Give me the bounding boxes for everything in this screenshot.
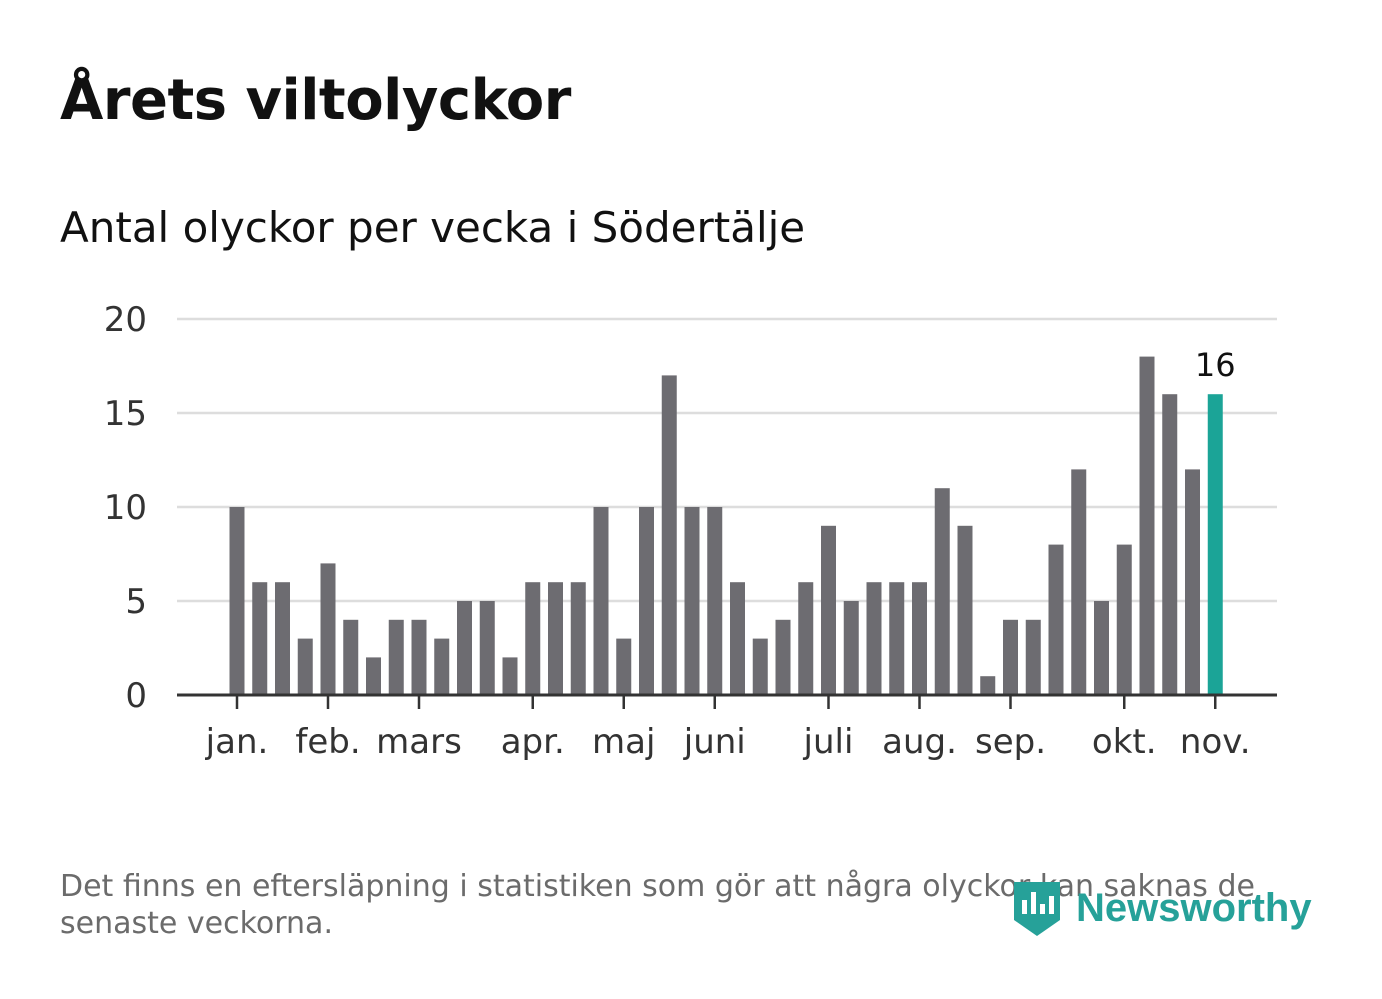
- bar: [980, 676, 996, 695]
- y-tick-label: 10: [104, 488, 147, 528]
- y-tick-label: 20: [104, 300, 147, 340]
- x-tick-label: mars: [376, 722, 462, 762]
- chart-subtitle: Antal olyckor per vecka i Södertälje: [60, 203, 806, 252]
- chart-title: Årets viltolyckor: [60, 68, 571, 133]
- bar: [934, 488, 950, 695]
- x-tick-label: apr.: [501, 722, 565, 762]
- bar: [275, 582, 290, 695]
- bar: [320, 563, 336, 695]
- brand-logo: Newsworthy: [1012, 878, 1312, 938]
- labels: 0 5 10 15 20 jan. feb. mars apr. maj juni juli aug. s…: [104, 300, 1251, 762]
- x-tick-label: nov.: [1180, 722, 1251, 762]
- x-tick-label: maj: [592, 722, 655, 762]
- bar: [502, 657, 518, 695]
- bar: [548, 582, 563, 695]
- bar: [957, 525, 973, 695]
- x-tick-label: feb.: [295, 722, 360, 762]
- bar: [1094, 601, 1109, 695]
- bar: [821, 525, 836, 695]
- bar: [1025, 619, 1041, 695]
- bar: [1185, 469, 1200, 695]
- bar: [479, 601, 495, 695]
- bar-highlight: [1207, 394, 1223, 695]
- bar: [707, 507, 723, 695]
- x-tick-label: sep.: [975, 722, 1046, 762]
- bar: [798, 582, 814, 695]
- y-tick-label: 15: [104, 394, 147, 434]
- bar: [570, 582, 586, 695]
- y-tick-label: 5: [125, 582, 147, 622]
- bar: [866, 582, 882, 695]
- x-tick-label: juli: [803, 722, 854, 762]
- bar: [639, 507, 654, 695]
- y-tick-label: 0: [125, 676, 147, 716]
- x-tick-label: okt.: [1092, 722, 1157, 762]
- bar: [775, 619, 791, 695]
- bar: [593, 507, 609, 695]
- data-label-latest: 16: [1195, 346, 1236, 384]
- bar: [889, 582, 905, 695]
- bar: [730, 582, 745, 695]
- bar: [434, 638, 450, 695]
- bar: [1071, 469, 1087, 695]
- x-tick-label: juni: [683, 722, 746, 762]
- bar: [912, 582, 927, 695]
- bar: [252, 582, 268, 695]
- x-tick-label: jan.: [205, 722, 269, 762]
- bar: [525, 582, 541, 695]
- bar: [1139, 356, 1155, 695]
- x-axis: [177, 693, 1277, 709]
- bar: [366, 657, 381, 695]
- x-tick-label: aug.: [882, 722, 957, 762]
- bar: [1048, 544, 1064, 695]
- bar: [388, 619, 404, 695]
- bar: [1116, 544, 1132, 695]
- bar: [457, 601, 472, 695]
- bar: [297, 638, 313, 695]
- bar: [1162, 394, 1178, 695]
- bar-chart: 0 5 10 15 20 jan. feb. mars apr. maj juni juli aug. s…: [104, 300, 1277, 762]
- bar: [229, 507, 245, 695]
- bar: [661, 375, 677, 695]
- bar: [1003, 619, 1018, 695]
- bar: [752, 638, 768, 695]
- gridlines: [177, 317, 1277, 603]
- newsworthy-logo-icon: [1014, 882, 1060, 936]
- bars: [229, 356, 1223, 695]
- bar: [411, 619, 427, 695]
- bar: [684, 507, 700, 695]
- bar: [616, 638, 632, 695]
- bar: [843, 601, 859, 695]
- bar: [343, 619, 359, 695]
- brand-name: Newsworthy: [1076, 885, 1312, 930]
